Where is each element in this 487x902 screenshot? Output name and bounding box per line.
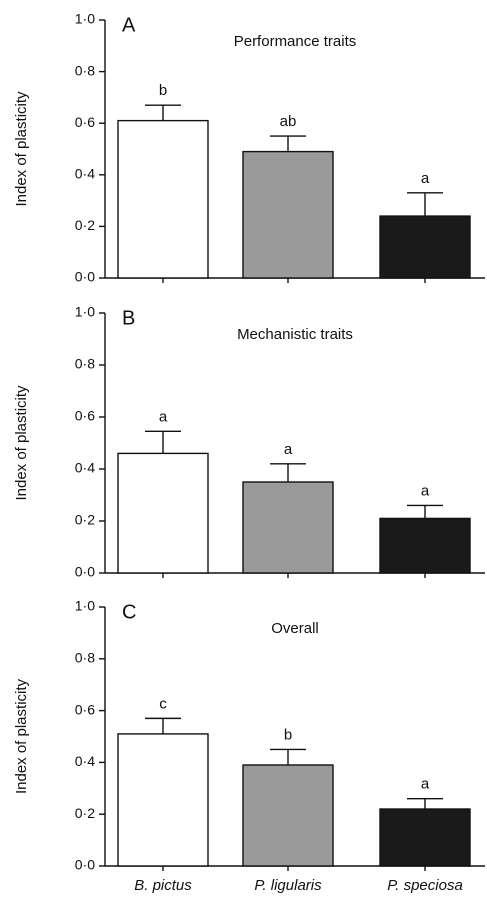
bar <box>379 215 471 279</box>
significance-letter: a <box>284 441 293 458</box>
y-tick-label: 0·8 <box>75 356 95 372</box>
y-tick-label: 0·0 <box>75 564 95 580</box>
panel-title: Overall <box>271 620 319 637</box>
significance-letter: b <box>159 82 167 99</box>
y-tick-label: 0·2 <box>75 217 95 233</box>
y-tick-label: 0·6 <box>75 114 95 130</box>
y-tick-label: 0·8 <box>75 650 95 666</box>
significance-letter: a <box>421 776 430 793</box>
bar <box>242 150 334 279</box>
panel-label: A <box>122 14 136 36</box>
bar <box>379 517 471 574</box>
significance-letter: a <box>421 482 430 499</box>
x-tick-label: P. speciosa <box>387 877 463 894</box>
x-tick-label: B. pictus <box>134 877 192 894</box>
y-tick-label: 0·6 <box>75 701 95 717</box>
panel-title: Performance traits <box>234 33 357 50</box>
bar <box>117 733 209 867</box>
y-tick-label: 0·8 <box>75 62 95 78</box>
bar <box>242 764 334 867</box>
y-axis-label: Index of plasticity <box>13 91 30 207</box>
x-tick-label: P. ligularis <box>254 877 322 894</box>
significance-letter: a <box>159 408 168 425</box>
y-tick-label: 0·4 <box>75 166 95 182</box>
y-axis-label: Index of plasticity <box>13 385 30 501</box>
panel-label: C <box>122 601 136 623</box>
y-tick-label: 0·0 <box>75 857 95 873</box>
significance-letter: b <box>284 726 292 743</box>
y-tick-label: 0·2 <box>75 805 95 821</box>
y-tick-label: 0·4 <box>75 460 95 476</box>
panel-label: B <box>122 307 135 329</box>
y-tick-label: 0·6 <box>75 408 95 424</box>
y-tick-label: 1·0 <box>75 304 95 320</box>
y-axis-label: Index of plasticity <box>13 678 30 794</box>
significance-letter: ab <box>280 113 297 130</box>
y-tick-label: 0·2 <box>75 512 95 528</box>
y-tick-label: 1·0 <box>75 598 95 614</box>
y-tick-label: 0·4 <box>75 753 95 769</box>
bar <box>117 119 209 279</box>
significance-letter: a <box>421 170 430 187</box>
bar <box>242 481 334 574</box>
y-tick-label: 1·0 <box>75 11 95 27</box>
bar <box>117 452 209 574</box>
bar <box>379 808 471 867</box>
significance-letter: c <box>159 695 167 712</box>
y-tick-label: 0·0 <box>75 269 95 285</box>
panel-title: Mechanistic traits <box>237 326 353 343</box>
